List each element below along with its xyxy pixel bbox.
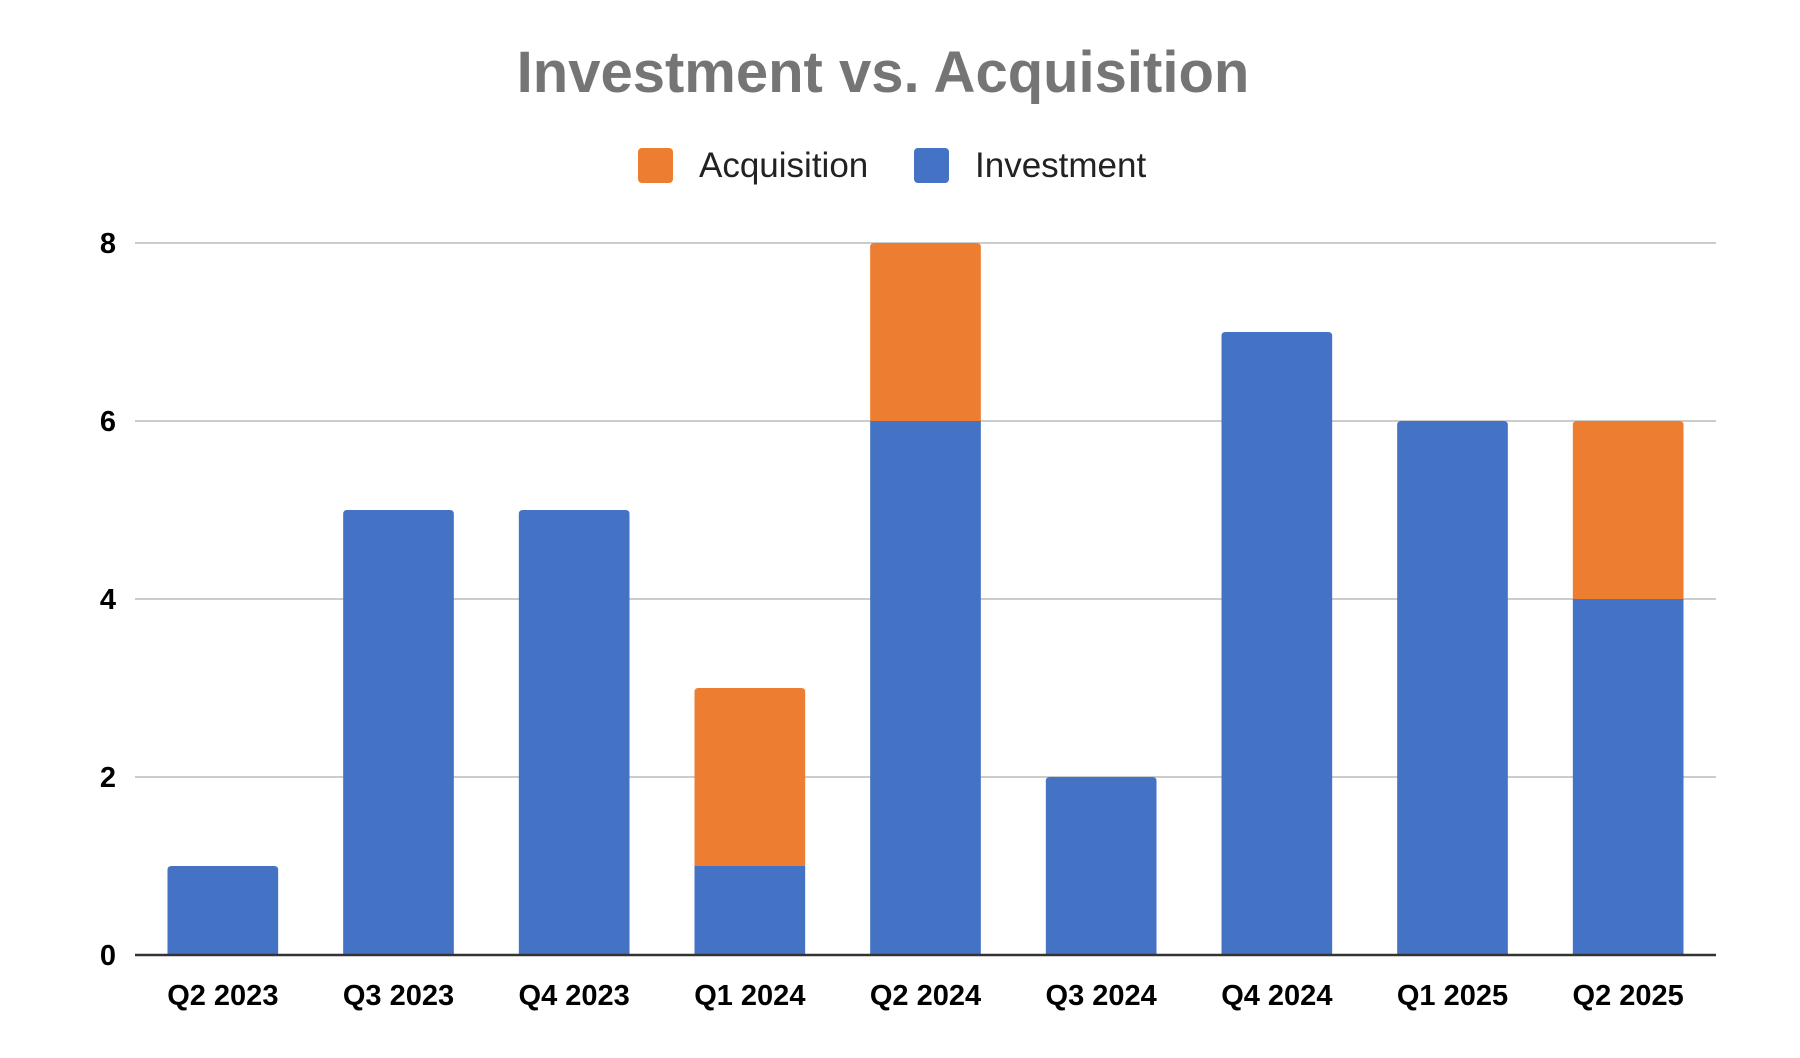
bar-investment-q4-2023 xyxy=(518,510,630,955)
legend-label-investment: Investment xyxy=(975,146,1146,185)
legend: Acquisition Investment xyxy=(638,146,1146,185)
legend-swatch-investment xyxy=(914,148,949,183)
bar-investment-q3-2024 xyxy=(1045,777,1157,955)
bar-investment-q1-2025 xyxy=(1397,421,1508,955)
x-tick-label: Q3 2023 xyxy=(343,980,454,1012)
legend-item-investment: Investment xyxy=(914,146,1146,185)
bar-investment-q2-2023 xyxy=(167,866,279,955)
y-tick-label: 4 xyxy=(100,584,116,616)
x-tick-label: Q4 2023 xyxy=(519,980,630,1012)
y-tick-label: 0 xyxy=(100,940,116,972)
y-tick-label: 2 xyxy=(100,762,116,794)
x-tick-label: Q1 2024 xyxy=(694,980,805,1012)
legend-swatch-acquisition xyxy=(638,148,673,183)
x-tick-label: Q2 2024 xyxy=(870,980,981,1012)
x-tick-label: Q2 2025 xyxy=(1573,980,1684,1012)
chart-title: Investment vs. Acquisition xyxy=(517,40,1250,105)
bar-investment-q2-2024 xyxy=(870,421,981,955)
x-tick-label: Q2 2023 xyxy=(167,980,278,1012)
bar-investment-q2-2025 xyxy=(1572,599,1684,955)
x-tick-label: Q3 2024 xyxy=(1046,980,1157,1012)
x-tick-label: Q1 2025 xyxy=(1397,980,1508,1012)
bar-acquisition-q2-2024 xyxy=(870,243,981,421)
y-tick-label: 8 xyxy=(100,228,116,260)
bar-acquisition-q1-2024 xyxy=(694,688,806,866)
x-axis: Q2 2023 Q3 2023 Q4 2023 Q1 2024 Q2 2024 Q3 20… xyxy=(135,953,1716,1012)
x-tick-label: Q4 2024 xyxy=(1221,980,1332,1012)
bar-investment-q3-2023 xyxy=(343,510,454,955)
y-axis: 0 2 4 6 8 xyxy=(100,228,116,972)
legend-item-acquisition: Acquisition xyxy=(638,146,868,185)
bar-investment-q4-2024 xyxy=(1221,332,1333,955)
bar-investment-q1-2024 xyxy=(694,866,806,955)
y-tick-label: 6 xyxy=(100,406,116,438)
legend-label-acquisition: Acquisition xyxy=(699,146,868,185)
bars xyxy=(167,243,1684,955)
bar-acquisition-q2-2025 xyxy=(1572,421,1684,599)
